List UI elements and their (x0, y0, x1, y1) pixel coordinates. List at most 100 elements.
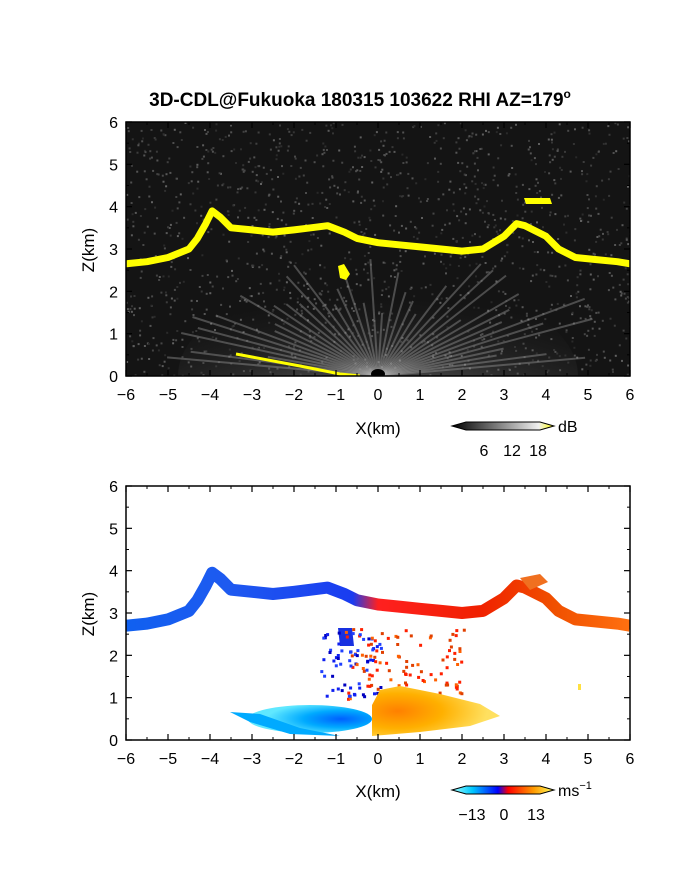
noise-speckle (206, 274, 209, 276)
reflectivity-xtick-label: −6 (117, 387, 135, 404)
velocity-point (337, 642, 341, 646)
noise-speckle (294, 262, 297, 264)
noise-speckle (383, 139, 386, 142)
reflectivity-xtick-label: −5 (159, 387, 177, 404)
noise-speckle (543, 269, 546, 272)
noise-speckle (322, 142, 325, 145)
noise-speckle (594, 359, 597, 362)
noise-speckle (426, 198, 429, 200)
noise-speckle (379, 159, 382, 162)
noise-speckle (131, 138, 134, 141)
noise-speckle (176, 177, 178, 180)
noise-speckle (319, 202, 322, 205)
noise-speckle (209, 281, 212, 284)
noise-speckle (426, 162, 429, 165)
noise-speckle (152, 337, 155, 340)
noise-speckle (353, 145, 356, 148)
noise-speckle (510, 144, 513, 147)
noise-speckle (407, 194, 410, 197)
noise-speckle (179, 281, 181, 284)
noise-speckle (495, 131, 498, 134)
velocity-point (368, 673, 372, 677)
noise-speckle (581, 213, 584, 216)
velocity-point (372, 659, 375, 662)
noise-speckle (356, 191, 359, 194)
echo-ray (369, 259, 379, 376)
noise-speckle (191, 171, 194, 174)
noise-speckle (590, 214, 592, 217)
noise-speckle (197, 180, 200, 183)
velocity-point (458, 691, 462, 695)
noise-speckle (492, 166, 495, 169)
noise-speckle (238, 209, 241, 212)
noise-speckle (382, 144, 385, 147)
noise-speckle (267, 194, 270, 197)
noise-speckle (277, 176, 279, 178)
velocity-point (334, 656, 338, 660)
noise-speckle (164, 189, 167, 192)
noise-speckle (426, 200, 429, 202)
velocity-point (337, 631, 341, 635)
noise-speckle (249, 295, 252, 297)
velocity-point (365, 668, 369, 672)
noise-speckle (530, 210, 533, 213)
velocity-point (326, 633, 330, 637)
noise-speckle (176, 330, 179, 332)
noise-speckle (385, 131, 388, 134)
noise-speckle (529, 223, 532, 226)
noise-speckle (435, 235, 438, 238)
velocity-point (446, 683, 450, 687)
velocity-point (404, 681, 407, 685)
noise-speckle (392, 262, 395, 265)
noise-speckle (265, 172, 268, 175)
noise-speckle (298, 175, 301, 178)
velocity-point (439, 672, 443, 676)
noise-speckle (370, 160, 373, 162)
noise-speckle (497, 290, 500, 293)
noise-speckle (286, 149, 289, 152)
noise-speckle (393, 269, 396, 272)
reflectivity-ytick-label: 4 (109, 200, 118, 217)
noise-speckle (302, 174, 305, 177)
noise-speckle (359, 136, 362, 139)
noise-speckle (479, 209, 482, 212)
noise-speckle (549, 211, 552, 214)
noise-speckle (157, 349, 160, 352)
noise-speckle (171, 209, 174, 212)
noise-speckle (449, 263, 452, 266)
velocity-point (385, 661, 389, 665)
velocity-point (348, 659, 352, 663)
noise-speckle (589, 288, 592, 291)
velocity-point (331, 688, 335, 692)
noise-speckle (358, 220, 361, 223)
noise-speckle (282, 211, 285, 214)
velocity-point (324, 634, 328, 637)
noise-speckle (151, 201, 153, 204)
noise-speckle (348, 170, 351, 173)
noise-speckle (254, 191, 257, 194)
noise-speckle (369, 219, 372, 222)
noise-speckle (424, 178, 427, 181)
noise-speckle (316, 237, 319, 239)
noise-speckle (460, 253, 463, 256)
noise-speckle (549, 308, 552, 311)
noise-speckle (588, 132, 591, 135)
noise-speckle (172, 338, 175, 341)
noise-speckle (481, 182, 483, 185)
noise-speckle (582, 161, 585, 163)
reflectivity-colorbar-unit: dB (558, 419, 578, 436)
noise-speckle (156, 217, 159, 220)
velocity-point (396, 643, 400, 646)
noise-speckle (280, 200, 282, 203)
noise-speckle (227, 214, 230, 216)
noise-speckle (399, 255, 402, 258)
noise-speckle (205, 132, 208, 135)
noise-speckle (254, 166, 257, 169)
noise-speckle (384, 262, 387, 264)
noise-speckle (472, 152, 475, 155)
noise-speckle (331, 127, 334, 130)
noise-speckle (283, 234, 286, 237)
noise-speckle (357, 190, 359, 193)
noise-speckle (278, 142, 281, 145)
noise-speckle (204, 129, 206, 131)
